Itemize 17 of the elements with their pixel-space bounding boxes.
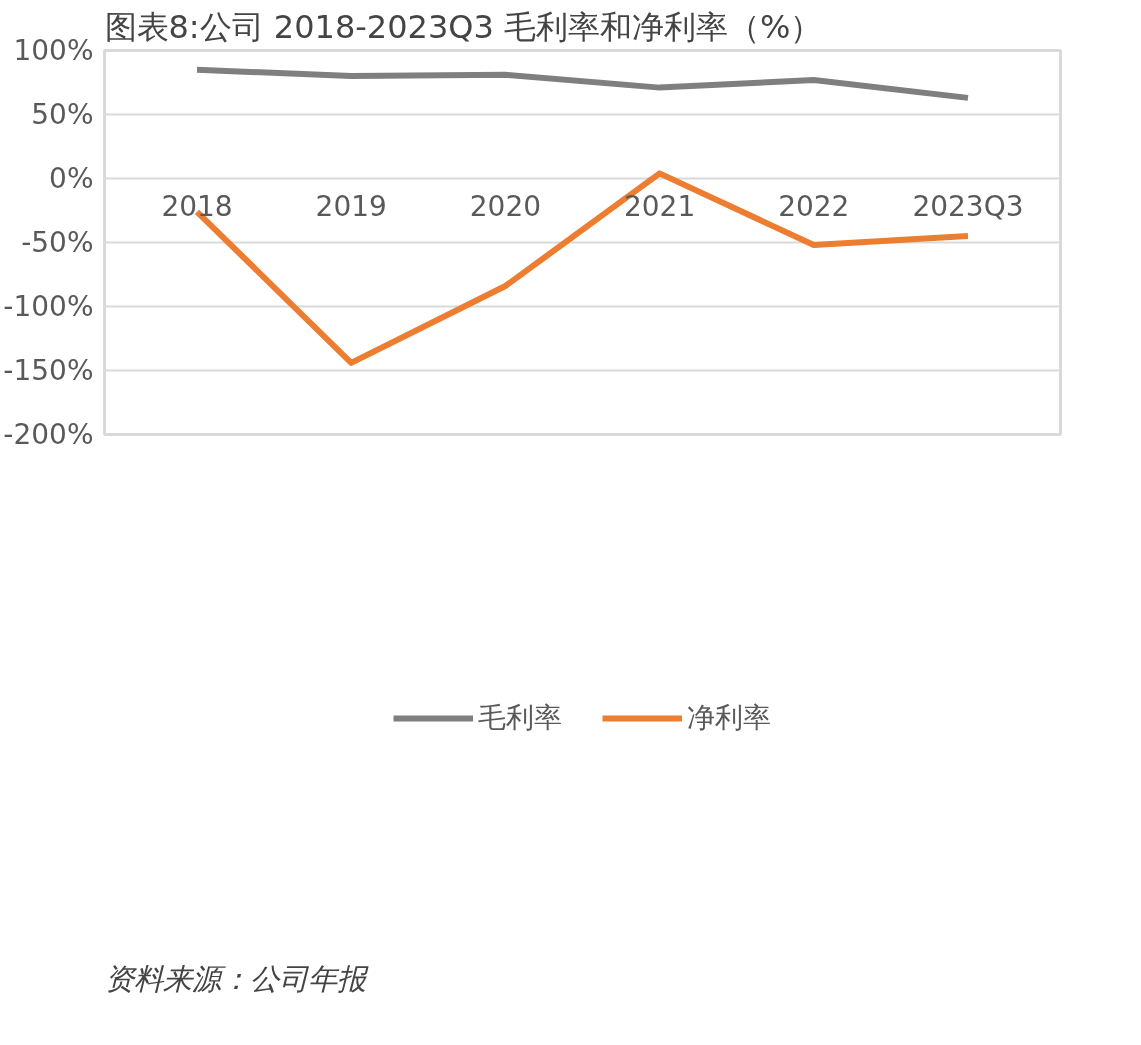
x-tick-label: 2023Q3	[912, 189, 1024, 223]
y-tick-label: 0%	[49, 162, 94, 195]
y-tick-label: 100%	[13, 34, 94, 67]
x-tick-label: 2018	[161, 189, 233, 223]
text: 资料来源：公司年报	[104, 961, 369, 996]
x-tick-label: 2021	[623, 189, 696, 223]
y-tick-label: 50%	[31, 98, 94, 131]
y-tick-label: -200%	[3, 418, 94, 451]
x-tick-label: 2019	[315, 189, 387, 223]
y-tick-label: -150%	[3, 354, 94, 387]
legend-label: 毛利率	[478, 699, 562, 736]
y-tick-label: -50%	[21, 226, 94, 259]
x-tick-label: 2020	[469, 189, 542, 223]
y-tick-label: -100%	[3, 290, 94, 323]
x-tick-label: 2022	[778, 189, 850, 223]
chart-title: 图表8:公司 2018-2023Q3 毛利率和净利率（%）	[104, 7, 823, 46]
legend-label: 净利率	[687, 699, 771, 736]
